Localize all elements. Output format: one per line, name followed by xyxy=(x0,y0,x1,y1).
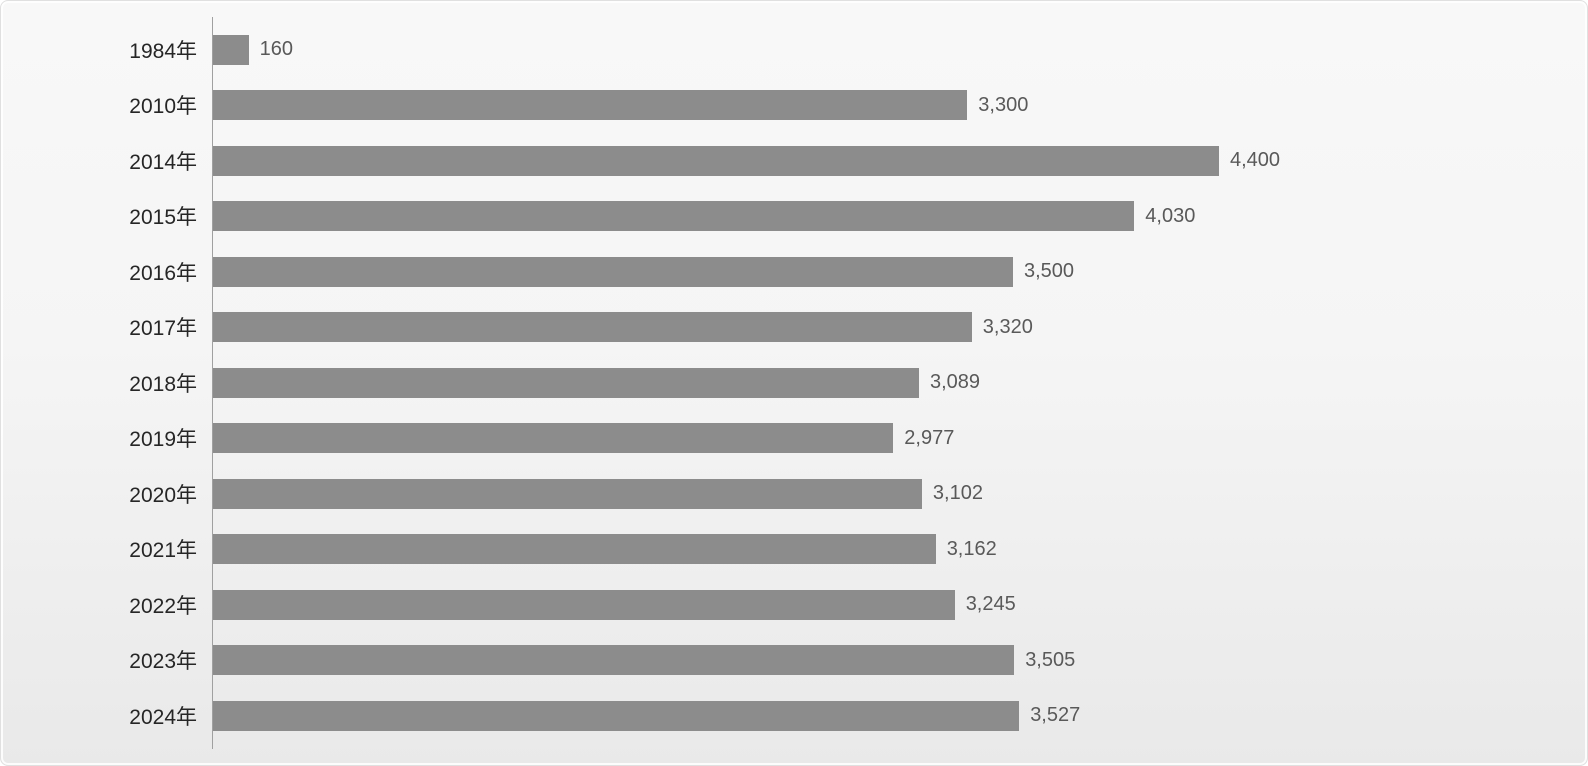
bar xyxy=(212,700,1020,731)
chart-row: 2019年 2,977 xyxy=(1,411,1587,467)
value-label: 160 xyxy=(259,38,293,61)
chart-row: 2015年 4,030 xyxy=(1,189,1587,245)
chart-row: 2024年 3,527 xyxy=(1,688,1587,744)
category-label: 2018年 xyxy=(129,372,197,396)
bar-track: 4,400 xyxy=(212,133,1587,189)
bar-track: 4,030 xyxy=(212,189,1587,245)
category-label: 2015年 xyxy=(129,206,197,230)
bar-track: 3,089 xyxy=(212,355,1587,411)
category-label: 2023年 xyxy=(129,650,197,674)
category-label: 2024年 xyxy=(129,705,197,729)
category-label: 2022年 xyxy=(129,594,197,618)
chart-row: 2022年 3,245 xyxy=(1,577,1587,633)
chart-row: 2010年 3,300 xyxy=(1,78,1587,134)
bar-track: 3,162 xyxy=(212,522,1587,578)
bar xyxy=(212,256,1013,287)
category-label: 1984年 xyxy=(129,39,197,63)
value-label: 2,977 xyxy=(904,426,955,449)
value-label: 4,030 xyxy=(1145,204,1196,227)
category-label: 2017年 xyxy=(129,317,197,341)
value-label: 3,102 xyxy=(932,482,983,505)
value-label: 3,527 xyxy=(1030,704,1081,727)
value-label: 4,400 xyxy=(1230,149,1281,172)
bar-track: 3,102 xyxy=(212,466,1587,522)
chart-row: 2017年 3,320 xyxy=(1,300,1587,356)
chart-row: 1984年 160 xyxy=(1,22,1587,78)
chart-row: 2016年 3,500 xyxy=(1,244,1587,300)
y-axis-line xyxy=(212,17,213,749)
category-label: 2010年 xyxy=(129,95,197,119)
category-label: 2019年 xyxy=(129,428,197,452)
category-label: 2016年 xyxy=(129,261,197,285)
bar xyxy=(212,534,936,565)
chart-row: 2020年 3,102 xyxy=(1,466,1587,522)
value-label: 3,500 xyxy=(1024,260,1075,283)
chart-row: 2014年 4,400 xyxy=(1,133,1587,189)
bar-track: 2,977 xyxy=(212,411,1587,467)
category-label: 2021年 xyxy=(129,539,197,563)
value-label: 3,320 xyxy=(982,315,1033,338)
bar-track: 3,245 xyxy=(212,577,1587,633)
bar-track: 3,300 xyxy=(212,78,1587,134)
bar xyxy=(212,423,894,454)
bar-track: 3,527 xyxy=(212,688,1587,744)
value-label: 3,162 xyxy=(946,537,997,560)
chart-row: 2023年 3,505 xyxy=(1,633,1587,689)
bar xyxy=(212,312,972,343)
bar xyxy=(212,34,249,65)
value-label: 3,089 xyxy=(930,371,981,394)
value-label: 3,300 xyxy=(978,93,1029,116)
bar xyxy=(212,589,955,620)
bar xyxy=(212,478,922,509)
bar xyxy=(212,90,968,121)
chart-rows: 1984年 160 2010年 3,300 2014年 4,400 2015年 4,030 20… xyxy=(1,22,1587,744)
bar-track: 3,500 xyxy=(212,244,1587,300)
bar-track: 3,320 xyxy=(212,300,1587,356)
chart-row: 2018年 3,089 xyxy=(1,355,1587,411)
category-label: 2014年 xyxy=(129,150,197,174)
category-label: 2020年 xyxy=(129,483,197,507)
value-label: 3,505 xyxy=(1025,648,1076,671)
chart-row: 2021年 3,162 xyxy=(1,522,1587,578)
bar xyxy=(212,145,1219,176)
bar xyxy=(212,645,1015,676)
value-label: 3,245 xyxy=(965,593,1016,616)
bar-track: 3,505 xyxy=(212,633,1587,689)
bar xyxy=(212,201,1135,232)
bar xyxy=(212,367,919,398)
bar-track: 160 xyxy=(212,22,1587,78)
